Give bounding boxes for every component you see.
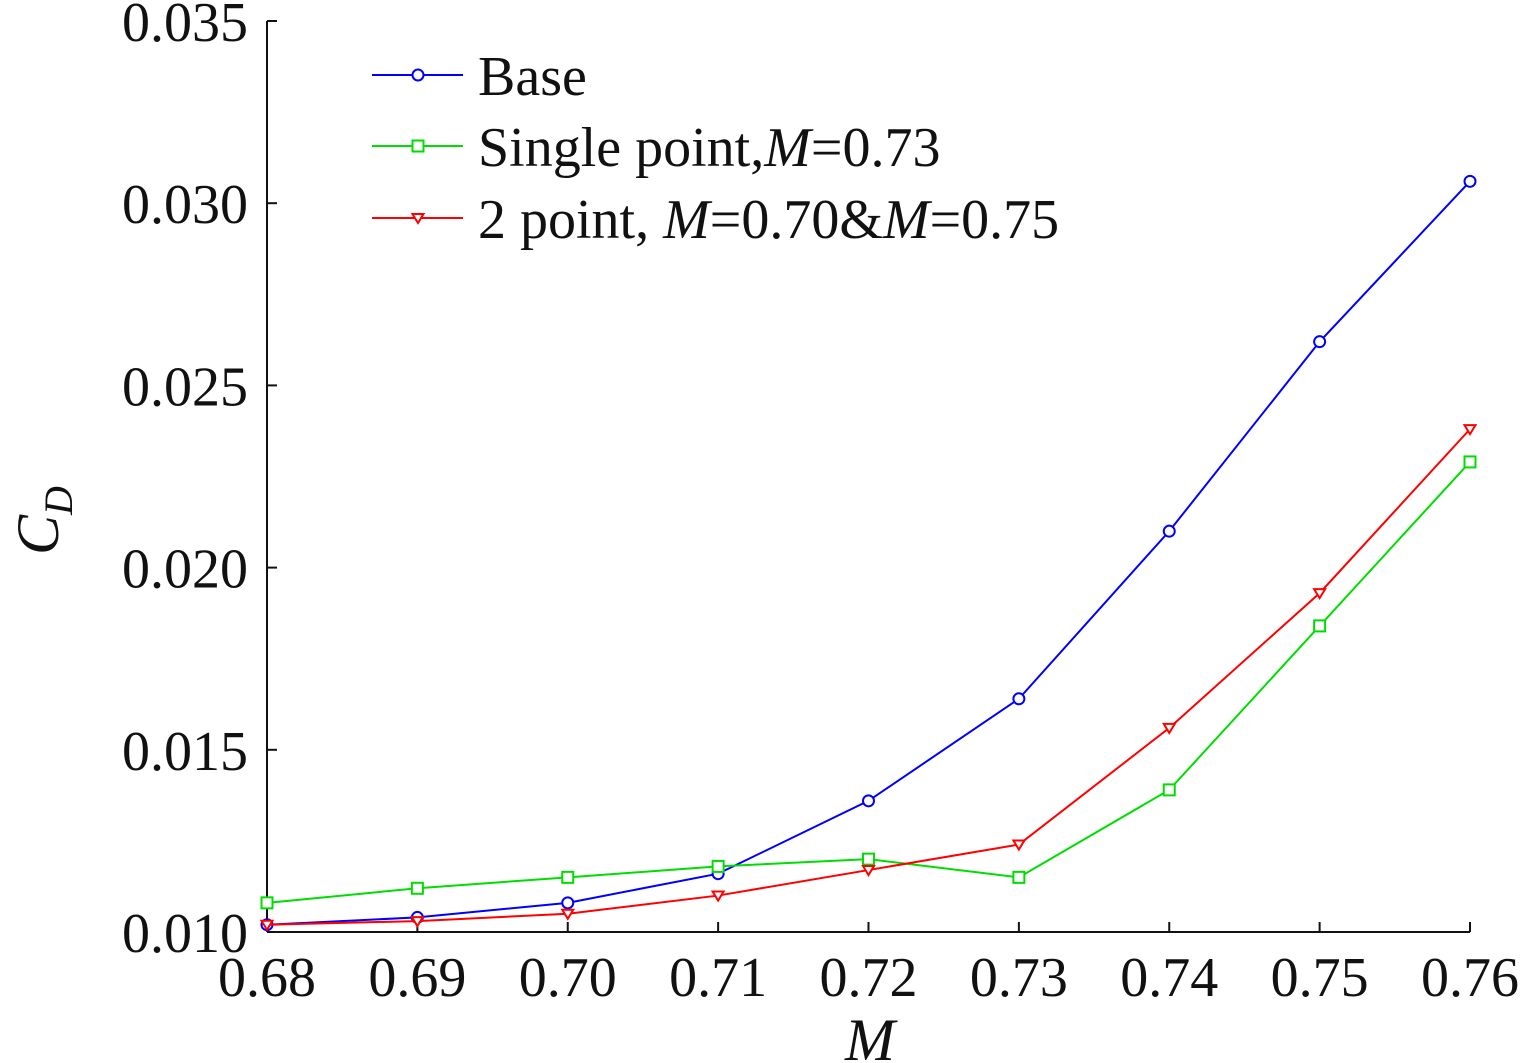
data-point bbox=[411, 139, 425, 153]
data-point bbox=[560, 908, 576, 921]
legend-label-part: =0.73 bbox=[811, 117, 941, 179]
data-point bbox=[1462, 424, 1478, 437]
data-point bbox=[1313, 619, 1327, 633]
data-point bbox=[410, 881, 424, 895]
data-point bbox=[1162, 524, 1176, 538]
legend-entry-1: Single point,M=0.73 bbox=[372, 117, 940, 179]
legend-label: Base bbox=[478, 46, 587, 108]
legend-label-part: 2 point, bbox=[478, 189, 663, 251]
series-line bbox=[266, 428, 1471, 926]
data-point bbox=[410, 213, 426, 225]
legend-label: Single point,M=0.73 bbox=[478, 117, 940, 179]
data-point bbox=[561, 896, 575, 910]
data-point bbox=[259, 919, 275, 932]
legend-label-italic: M bbox=[882, 189, 933, 251]
series-line bbox=[266, 180, 1471, 926]
legend-label-part: Base bbox=[478, 46, 587, 108]
x-tick-label: 0.74 bbox=[1120, 947, 1218, 1009]
data-point bbox=[561, 870, 575, 884]
data-point bbox=[1463, 455, 1477, 469]
legend-label: 2 point, M=0.70&M=0.75 bbox=[478, 189, 1059, 251]
data-point bbox=[1463, 174, 1477, 188]
data-point bbox=[711, 859, 725, 873]
data-point bbox=[1161, 722, 1177, 735]
y-tick-label: 0.030 bbox=[122, 174, 248, 236]
data-point bbox=[862, 794, 875, 808]
y-tick-label: 0.010 bbox=[122, 903, 248, 965]
data-point bbox=[861, 865, 876, 877]
x-tick-label: 0.75 bbox=[1271, 947, 1369, 1009]
x-tick-label: 0.76 bbox=[1421, 947, 1519, 1009]
y-axis-title-subscript: D bbox=[36, 486, 81, 516]
data-point bbox=[1012, 692, 1026, 706]
y-axis-title: CD bbox=[5, 486, 81, 555]
data-point bbox=[1011, 839, 1027, 852]
legend-label-part: =0.70& bbox=[710, 189, 883, 251]
x-tick-label: 0.68 bbox=[218, 947, 316, 1009]
x-tick-label: 0.73 bbox=[970, 947, 1068, 1009]
data-point bbox=[1162, 783, 1176, 797]
data-point bbox=[411, 68, 425, 82]
plot-area bbox=[259, 174, 1478, 932]
y-tick-label: 0.025 bbox=[122, 356, 248, 418]
data-point bbox=[260, 896, 274, 910]
x-axis-title: M bbox=[844, 1007, 898, 1063]
x-tick-label: 0.72 bbox=[820, 947, 918, 1009]
legend-label-part: Single point, bbox=[478, 117, 764, 179]
data-point bbox=[710, 890, 726, 903]
data-point bbox=[410, 916, 425, 928]
legend-entry-2: 2 point, M=0.70&M=0.75 bbox=[372, 189, 1059, 251]
y-tick-label: 0.015 bbox=[122, 721, 248, 783]
data-point bbox=[1313, 335, 1327, 349]
data-point bbox=[1012, 870, 1026, 884]
series-line bbox=[266, 461, 1471, 904]
y-tick-label: 0.035 bbox=[122, 0, 248, 54]
data-point bbox=[1312, 588, 1327, 601]
legend-label-italic: M bbox=[662, 189, 713, 251]
data-point bbox=[862, 852, 875, 866]
y-axis-title-main: C bbox=[5, 514, 71, 555]
series-2 bbox=[259, 424, 1478, 932]
y-tick-label: 0.020 bbox=[122, 539, 248, 601]
x-tick-label: 0.70 bbox=[519, 947, 617, 1009]
legend-label-part: =0.75 bbox=[930, 189, 1060, 251]
x-tick-label: 0.69 bbox=[368, 947, 466, 1009]
legend-entry-0: Base bbox=[372, 46, 587, 108]
axes: 0.68 0.69 0.70 0.71 0.72 0.73 0.74 0.75 0.76 0.01… bbox=[5, 0, 1519, 1063]
x-tick-label: 0.71 bbox=[669, 947, 767, 1009]
series-1 bbox=[260, 455, 1477, 910]
series-0 bbox=[260, 174, 1477, 932]
legend-label-italic: M bbox=[763, 117, 814, 179]
